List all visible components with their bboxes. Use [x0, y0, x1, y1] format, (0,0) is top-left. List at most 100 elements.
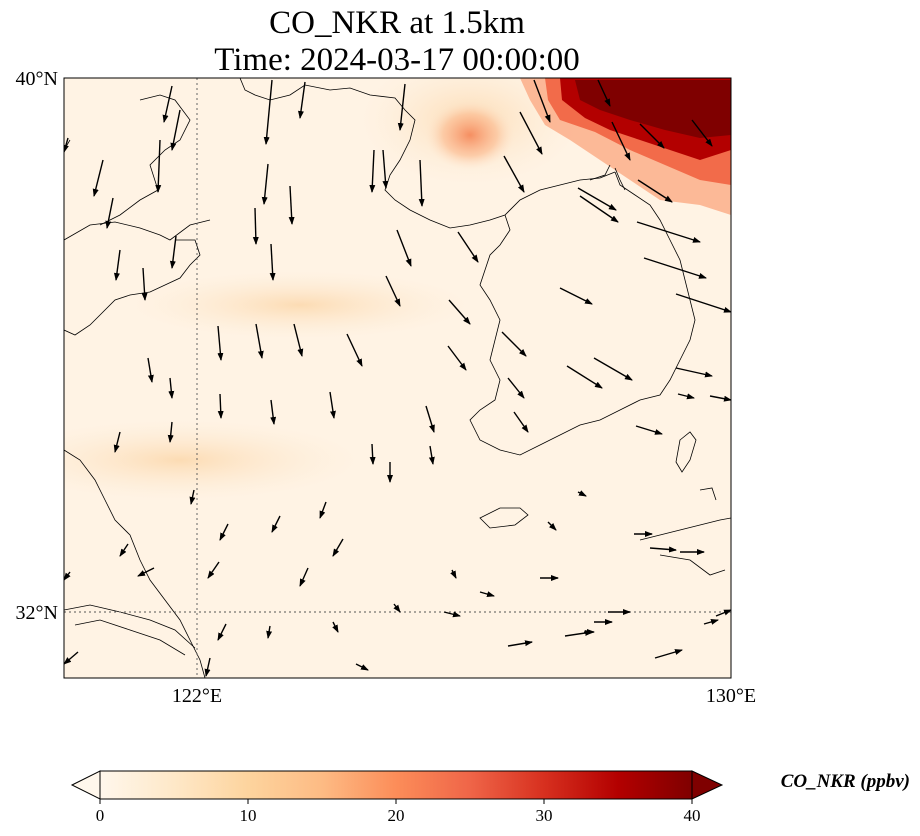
wind-arrow	[299, 567, 309, 587]
wind-arrow	[217, 325, 224, 361]
wind-arrow	[564, 630, 593, 637]
colorbar-tick-label: 20	[388, 806, 405, 825]
wind-arrow	[519, 111, 543, 155]
wind-arrow	[447, 345, 467, 371]
wind-arrow	[297, 81, 306, 119]
wind-arrow	[450, 569, 457, 579]
colorbar-label: CO_NKR (ppbv)	[781, 771, 910, 792]
wind-arrow	[428, 445, 435, 465]
wind-arrow	[167, 421, 174, 443]
wind-arrow	[397, 83, 406, 131]
lon-tick-label: 122°E	[172, 685, 222, 707]
wind-arrow	[703, 619, 719, 625]
map-frame	[63, 77, 732, 679]
wind-arrow	[217, 623, 227, 641]
wind-arrow	[252, 207, 259, 245]
wind-arrow	[155, 139, 162, 193]
wind-arrow	[147, 357, 154, 383]
wind-arrow	[593, 357, 633, 381]
wind-arrow	[635, 425, 663, 435]
colorbar-gradient	[99, 770, 693, 800]
wind-arrow	[636, 221, 701, 243]
lon-tick-label: 130°E	[706, 685, 756, 707]
wind-arrow	[579, 195, 619, 223]
wind-arrow	[479, 591, 495, 597]
wind-arrow	[637, 179, 673, 203]
colorbar-ticks: 0 10 20 30 40	[96, 799, 701, 825]
wind-arrow	[332, 538, 344, 557]
wind-arrow	[448, 299, 471, 325]
wind-arrow	[385, 275, 401, 307]
wind-arrow	[263, 79, 273, 145]
lat-tick-label: 32°N	[16, 602, 58, 624]
wind-arrow	[332, 621, 339, 633]
wind-arrow	[393, 603, 401, 613]
wind-arrow	[643, 257, 707, 279]
wind-arrow	[219, 523, 229, 541]
wind-arrow	[269, 243, 276, 281]
wind-arrow	[271, 515, 281, 533]
wind-arrow	[64, 137, 69, 153]
concentration-hotspot	[425, 100, 515, 170]
wind-arrow	[425, 405, 435, 433]
colorbar-tick-label: 10	[240, 806, 257, 825]
wind-arrow	[709, 395, 731, 402]
wind-vectors	[64, 79, 731, 677]
wind-arrow	[346, 333, 363, 367]
wind-arrow	[691, 119, 713, 147]
concentration-field-background	[64, 78, 731, 678]
concentration-band	[130, 271, 470, 339]
wind-arrow	[418, 159, 425, 207]
wind-arrow	[255, 323, 264, 359]
wind-arrow	[503, 155, 525, 193]
wind-arrow	[677, 393, 695, 400]
wind-arrow	[369, 149, 376, 193]
concentration-plume-northeast	[520, 78, 731, 215]
wind-arrow	[611, 121, 631, 161]
wind-arrow	[64, 571, 71, 581]
wind-arrow	[654, 649, 683, 659]
wind-arrow	[169, 235, 177, 269]
colorbar-tick-label: 30	[536, 806, 553, 825]
wind-arrow	[675, 367, 713, 378]
wind-arrow	[501, 331, 527, 357]
wind-arrow	[141, 267, 148, 301]
wind-arrow	[319, 501, 327, 519]
wind-arrow	[396, 229, 412, 267]
colorbar-extend-low	[70, 770, 101, 800]
wind-arrow	[533, 79, 551, 123]
wind-arrow	[577, 187, 617, 211]
wind-arrow	[566, 365, 603, 389]
map-panel	[64, 78, 731, 678]
wind-arrow	[261, 163, 269, 205]
wind-arrow	[382, 149, 389, 189]
wind-arrow	[329, 391, 336, 419]
wind-arrow	[355, 663, 369, 671]
wind-arrow	[507, 377, 525, 399]
colorbar-extend-high	[691, 770, 724, 800]
title-line-2: Time: 2024-03-17 00:00:00	[214, 42, 579, 78]
lat-tick-label: 40°N	[16, 68, 58, 90]
wind-arrow	[369, 443, 376, 465]
wind-arrow	[92, 159, 104, 197]
wind-arrow	[137, 567, 155, 577]
wind-arrow	[639, 123, 665, 149]
wind-arrow	[577, 490, 587, 497]
title-line-1: CO_NKR at 1.5km	[269, 5, 525, 41]
wind-arrow	[457, 231, 479, 263]
wind-arrow	[513, 411, 529, 433]
wind-arrow	[64, 651, 79, 665]
wind-arrow	[207, 561, 220, 579]
wind-arrow	[288, 185, 295, 225]
wind-arrow	[170, 109, 181, 151]
wind-arrow	[675, 293, 731, 313]
wind-arrow	[270, 399, 277, 425]
wind-arrow	[189, 489, 196, 505]
wind-arrow	[507, 640, 533, 647]
concentration-band	[64, 420, 360, 500]
wind-arrow	[113, 249, 121, 281]
wind-arrow	[113, 431, 121, 453]
wind-arrow	[597, 79, 611, 107]
wind-arrow	[217, 393, 224, 419]
